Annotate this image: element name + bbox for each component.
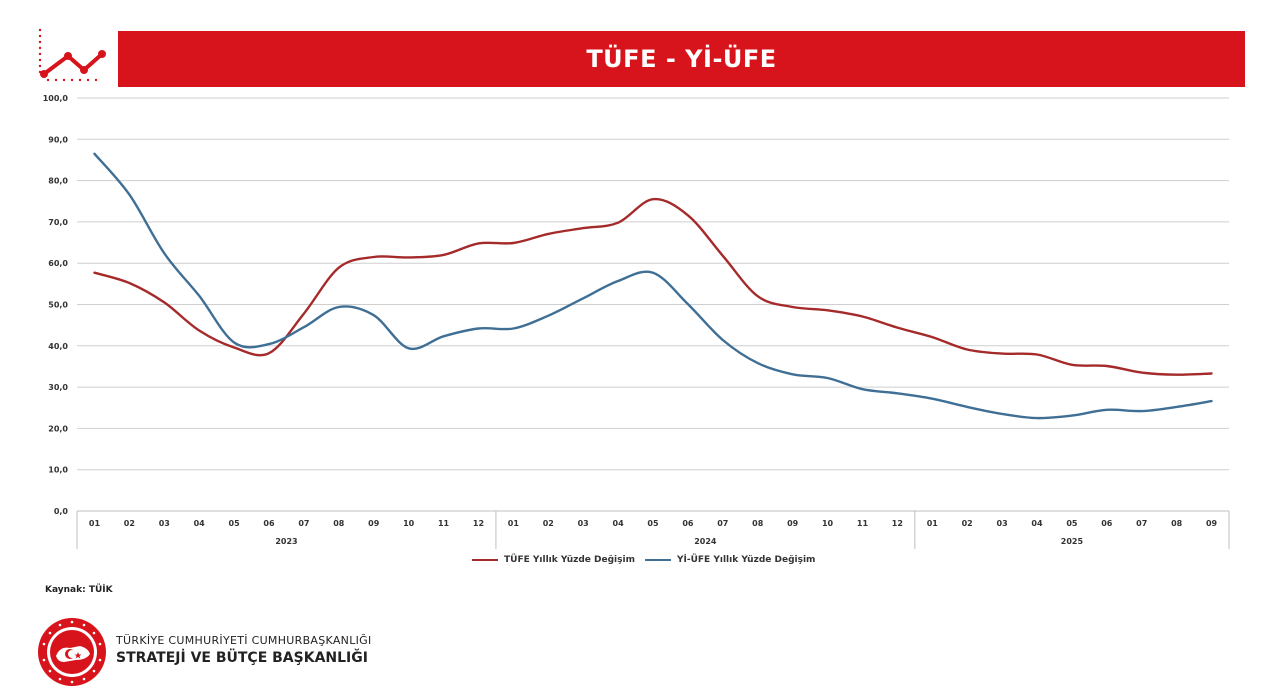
y-tick-label: 100,0 — [43, 94, 69, 103]
x-tick-label: 09 — [787, 519, 799, 528]
organization-line-2: STRATEJİ VE BÜTÇE BAŞKANLIĞI — [116, 650, 368, 666]
x-tick-label: 01 — [508, 519, 520, 528]
x-tick-label: 08 — [752, 519, 764, 528]
x-tick-label: 12 — [892, 519, 903, 528]
chart-title: TÜFE - Yİ-ÜFE — [586, 45, 777, 73]
x-tick-label: 11 — [857, 519, 869, 528]
x-tick-label: 01 — [89, 519, 101, 528]
x-tick-label: 04 — [613, 519, 625, 528]
presidential-seal-icon — [38, 618, 106, 686]
x-tick-label: 07 — [298, 519, 309, 528]
y-tick-label: 10,0 — [48, 466, 68, 475]
x-tick-label: 09 — [1206, 519, 1218, 528]
source-note: Kaynak: TÜİK — [45, 585, 113, 595]
x-tick-label: 03 — [578, 519, 589, 528]
legend-swatch-yiufe — [645, 559, 671, 561]
x-tick-label: 05 — [1066, 519, 1078, 528]
x-tick-label: 01 — [927, 519, 939, 528]
x-tick-label: 09 — [368, 519, 380, 528]
y-tick-label: 20,0 — [48, 424, 68, 433]
x-tick-label: 07 — [717, 519, 728, 528]
legend-label-tufe: TÜFE Yıllık Yüzde Değişim — [504, 555, 635, 565]
x-tick-label: 05 — [229, 519, 241, 528]
legend-swatch-tufe — [472, 559, 498, 561]
x-tick-label: 06 — [682, 519, 694, 528]
x-tick-label: 07 — [1136, 519, 1147, 528]
year-label: 2024 — [694, 537, 717, 546]
title-banner: TÜFE - Yİ-ÜFE — [118, 31, 1245, 87]
legend-item-yiufe: Yİ-ÜFE Yıllık Yüzde Değişim — [645, 555, 815, 565]
trend-line-chart-icon — [38, 28, 106, 82]
series-line-yiufe — [93, 152, 1213, 420]
year-label: 2023 — [275, 537, 297, 546]
legend-label-yiufe: Yİ-ÜFE Yıllık Yüzde Değişim — [677, 555, 816, 565]
y-tick-label: 0,0 — [54, 507, 69, 516]
x-tick-label: 08 — [333, 519, 345, 528]
x-tick-label: 03 — [159, 519, 170, 528]
y-tick-label: 80,0 — [48, 177, 68, 186]
y-tick-label: 70,0 — [48, 218, 68, 227]
y-tick-label: 50,0 — [48, 301, 68, 310]
organization-line-1: TÜRKİYE CUMHURİYETİ CUMHURBAŞKANLIĞI — [116, 634, 372, 647]
x-tick-label: 08 — [1171, 519, 1183, 528]
x-tick-label: 05 — [647, 519, 659, 528]
line-chart: 0,0 10,0 20,0 30,0 40,0 50,0 60,0 70,0 80,0 90,0 1… — [43, 94, 1230, 549]
x-tick-label: 11 — [438, 519, 450, 528]
x-tick-label: 04 — [1031, 519, 1043, 528]
x-tick-label: 02 — [543, 519, 554, 528]
y-tick-label: 60,0 — [48, 259, 68, 268]
x-tick-label: 03 — [997, 519, 1008, 528]
x-tick-label: 04 — [194, 519, 206, 528]
year-label: 2025 — [1061, 537, 1084, 546]
x-tick-label: 06 — [1101, 519, 1113, 528]
y-tick-label: 90,0 — [48, 135, 68, 144]
chart-legend: TÜFE Yıllık Yüzde Değişim Yİ-ÜFE Yıllık … — [0, 555, 1280, 571]
series-line-tufe — [93, 197, 1213, 376]
x-tick-label: 12 — [473, 519, 484, 528]
x-tick-label: 10 — [403, 519, 415, 528]
x-tick-label: 02 — [124, 519, 135, 528]
x-tick-label: 10 — [822, 519, 834, 528]
x-tick-label: 06 — [263, 519, 275, 528]
y-tick-label: 30,0 — [48, 383, 68, 392]
x-tick-label: 02 — [962, 519, 973, 528]
legend-item-tufe: TÜFE Yıllık Yüzde Değişim — [472, 555, 635, 565]
y-tick-label: 40,0 — [48, 342, 68, 351]
